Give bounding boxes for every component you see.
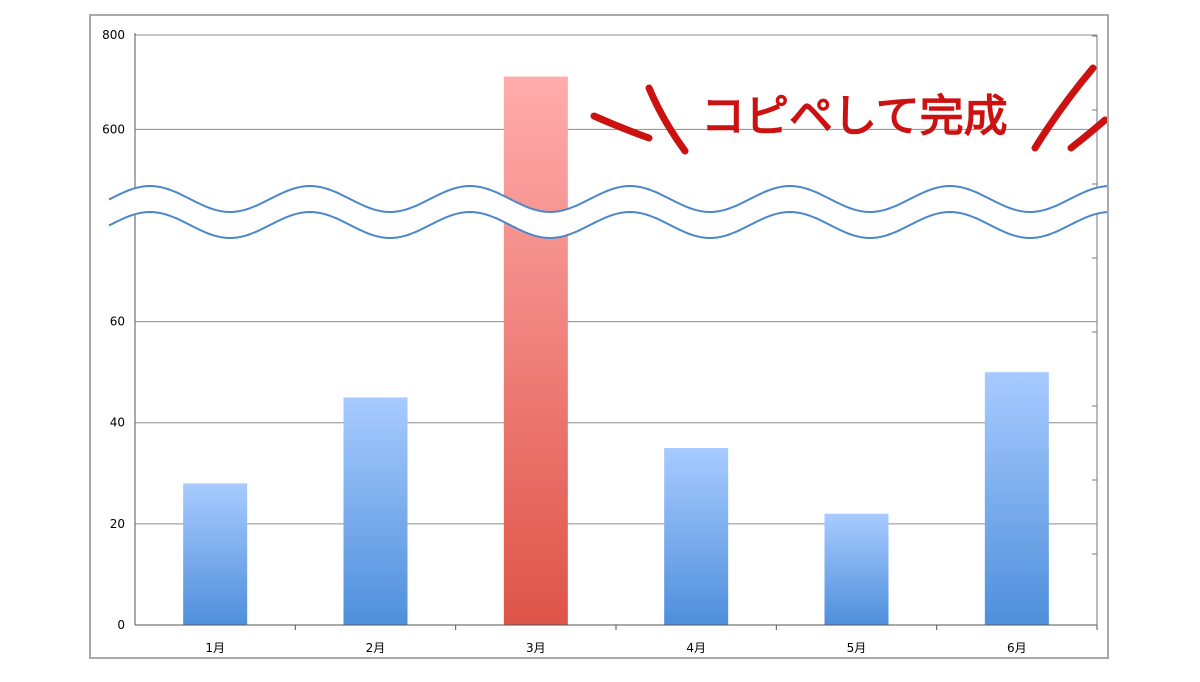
bar (824, 513, 889, 625)
axis-break-band (109, 186, 1107, 238)
axis-break-line-top (108, 184, 1107, 214)
bar (183, 483, 248, 625)
annotation-right-strokes (1031, 64, 1107, 152)
x-tick-label: 6月 (1007, 641, 1027, 655)
bar (984, 372, 1049, 625)
annotation-left-strokes (590, 84, 689, 155)
axis-break-line-bottom (108, 210, 1107, 240)
x-tick-label: 4月 (686, 641, 706, 655)
y-tick-label: 600 (102, 122, 125, 136)
bar (664, 448, 729, 625)
y-tick-label: 60 (110, 315, 125, 329)
y-tick-label: 40 (110, 416, 125, 430)
bar-chart: 0 20 40 60 600 800 1月 2月 3月 4月 5月 6月 コピペして完成 (102, 28, 1107, 655)
y-tick-label: 800 (102, 28, 125, 42)
x-tick-label: 1月 (205, 641, 225, 655)
chart-frame: 0 20 40 60 600 800 1月 2月 3月 4月 5月 6月 コピペして完成 (89, 14, 1109, 659)
annotation-text: コピペして完成 (701, 91, 1008, 142)
x-tick-label: 3月 (526, 641, 546, 655)
x-tick-label: 5月 (847, 641, 867, 655)
bar (343, 397, 408, 625)
y-tick-label: 0 (117, 618, 125, 632)
bar-highlight (503, 76, 568, 625)
x-tick-label: 2月 (366, 641, 386, 655)
y-tick-label: 20 (110, 517, 125, 531)
